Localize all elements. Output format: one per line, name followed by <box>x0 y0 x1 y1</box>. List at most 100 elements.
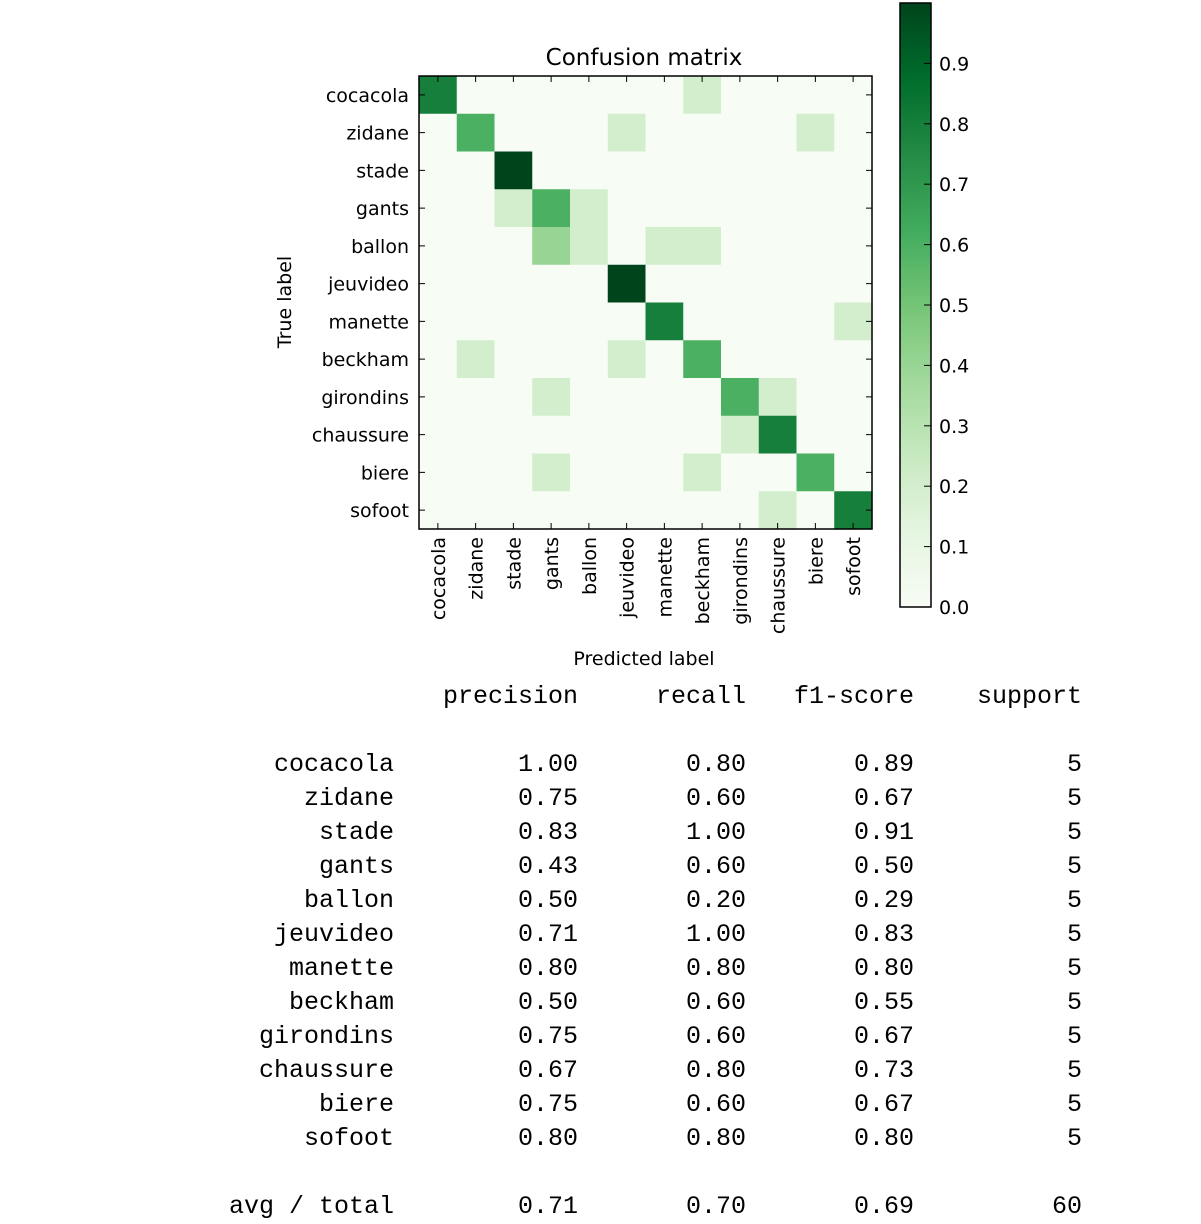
cell-gants-biere <box>796 189 835 228</box>
cell-gants-cocacola <box>419 189 458 228</box>
cell-gants-chaussure <box>758 189 798 228</box>
cell-gants-beckham <box>683 189 722 228</box>
report-value-support: 5 <box>1066 1124 1082 1153</box>
cell-manette-chaussure <box>758 302 798 341</box>
report-value-precision: 0.83 <box>517 818 578 847</box>
cell-zidane-stade <box>494 113 533 153</box>
cell-cocacola-stade <box>494 76 533 115</box>
report-value-f1: 0.73 <box>853 1056 914 1085</box>
cell-ballon-stade <box>494 227 533 266</box>
cell-chaussure-manette <box>645 415 684 455</box>
cell-zidane-biere <box>796 113 835 153</box>
cell-girondins-zidane <box>456 378 496 417</box>
cell-beckham-stade <box>494 340 533 379</box>
report-header-recall: recall <box>655 682 746 711</box>
y-tick-label-girondins: girondins <box>321 387 409 409</box>
cell-ballon-ballon <box>570 227 609 266</box>
report-value-precision: 0.71 <box>517 920 578 949</box>
confusion-matrix-chart: Confusion matrix cocacola zidane stade gant… <box>274 2 969 670</box>
cell-jeuvideo-biere <box>796 264 835 304</box>
cell-girondins-stade <box>494 378 533 417</box>
cell-chaussure-jeuvideo <box>607 415 647 455</box>
cell-girondins-girondins <box>721 378 760 417</box>
colorbar-tick-label: 0.2 <box>939 476 969 498</box>
cell-beckham-beckham <box>683 340 722 379</box>
cell-zidane-girondins <box>721 113 760 153</box>
cell-chaussure-beckham <box>683 415 722 455</box>
report-value-recall: 0.80 <box>685 1056 746 1085</box>
cell-cocacola-gants <box>532 76 571 115</box>
report-row-label: beckham <box>288 988 394 1017</box>
report-row-label: ballon <box>303 886 394 915</box>
y-tick-label-biere: biere <box>361 462 409 484</box>
y-tick-label-chaussure: chaussure <box>312 425 409 447</box>
y-tick-label-beckham: beckham <box>322 349 409 371</box>
cell-girondins-beckham <box>683 378 722 417</box>
colorbar-tick-label: 0.7 <box>939 174 969 196</box>
cell-stade-gants <box>532 151 571 190</box>
cell-stade-girondins <box>721 151 760 190</box>
report-row-label: girondins <box>258 1022 394 1051</box>
report-total-recall: 0.70 <box>685 1192 746 1221</box>
report-row-label: jeuvideo <box>273 920 394 949</box>
cell-biere-girondins <box>721 453 760 492</box>
cell-jeuvideo-beckham <box>683 264 722 304</box>
report-row-label: zidane <box>303 784 394 813</box>
cell-biere-cocacola <box>419 453 458 492</box>
cell-jeuvideo-girondins <box>721 264 760 304</box>
report-value-support: 5 <box>1066 1056 1082 1085</box>
report-value-precision: 0.80 <box>517 954 578 983</box>
cell-jeuvideo-ballon <box>570 264 609 304</box>
cell-stade-chaussure <box>758 151 798 190</box>
report-value-precision: 0.75 <box>517 784 578 813</box>
cell-girondins-manette <box>645 378 684 417</box>
report-value-support: 5 <box>1066 750 1082 779</box>
cell-zidane-chaussure <box>758 113 798 153</box>
cell-cocacola-zidane <box>456 76 496 115</box>
x-axis-label: Predicted label <box>573 648 714 670</box>
cell-chaussure-chaussure <box>758 415 798 455</box>
report-row-label: stade <box>318 818 394 847</box>
cell-biere-stade <box>494 453 533 492</box>
x-tick-label-gants: gants <box>541 537 563 590</box>
colorbar-tick-label: 0.6 <box>939 235 969 257</box>
report-value-recall: 0.60 <box>685 1022 746 1051</box>
cell-cocacola-beckham <box>683 76 722 115</box>
report-value-precision: 0.67 <box>517 1056 578 1085</box>
cell-chaussure-zidane <box>456 415 496 455</box>
cell-manette-stade <box>494 302 533 341</box>
y-tick-label-manette: manette <box>329 311 409 333</box>
cell-gants-girondins <box>721 189 760 228</box>
report-value-precision: 0.50 <box>517 886 578 915</box>
plot-frame <box>418 75 873 530</box>
y-tick-label-cocacola: cocacola <box>326 85 409 107</box>
cell-manette-jeuvideo <box>607 302 647 341</box>
x-tick-label-beckham: beckham <box>692 537 714 624</box>
report-header-f1-score: f1-score <box>793 682 914 711</box>
x-tick-label-sofoot: sofoot <box>843 537 865 596</box>
report-value-precision: 0.80 <box>517 1124 578 1153</box>
report-value-f1: 0.55 <box>853 988 914 1017</box>
cell-chaussure-stade <box>494 415 533 455</box>
report-value-support: 5 <box>1066 920 1082 949</box>
cell-stade-manette <box>645 151 684 190</box>
cell-girondins-biere <box>796 378 835 417</box>
cell-jeuvideo-gants <box>532 264 571 304</box>
report-value-precision: 0.50 <box>517 988 578 1017</box>
report-row-label: cocacola <box>273 750 394 779</box>
report-header-precision: precision <box>442 682 578 711</box>
cell-beckham-biere <box>796 340 835 379</box>
colorbar-ticks: 0.0 0.1 0.2 0.3 0.4 0.5 0.6 0.7 0.8 0.9 <box>924 53 969 619</box>
report-value-support: 5 <box>1066 954 1082 983</box>
cell-beckham-manette <box>645 340 684 379</box>
cell-beckham-cocacola <box>419 340 458 379</box>
cell-jeuvideo-zidane <box>456 264 496 304</box>
x-tick-label-zidane: zidane <box>466 537 488 600</box>
report-row-label: sofoot <box>303 1124 394 1153</box>
cell-zidane-manette <box>645 113 684 153</box>
cell-gants-manette <box>645 189 684 228</box>
colorbar-tick-label: 0.5 <box>939 295 969 317</box>
y-tick-label-jeuvideo: jeuvideo <box>327 274 409 296</box>
cell-gants-ballon <box>570 189 609 228</box>
cell-beckham-gants <box>532 340 571 379</box>
